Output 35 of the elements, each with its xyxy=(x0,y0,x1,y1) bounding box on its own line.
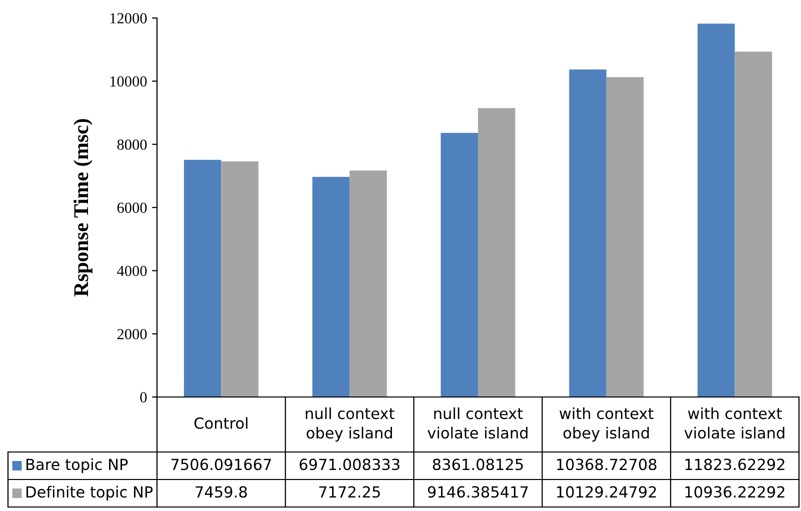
y-tick-label: 0 xyxy=(140,392,147,402)
data-label: 8361.08125 xyxy=(432,458,523,470)
data-label: 7459.8 xyxy=(196,486,247,498)
data-label: 11823.62292 xyxy=(685,458,784,470)
data-label: 7506.091667 xyxy=(171,458,271,470)
bar xyxy=(478,108,516,397)
bar xyxy=(698,24,735,397)
legend-label: Bare topic NP xyxy=(26,458,128,474)
y-tick-label: 10000 xyxy=(110,76,147,87)
y-tick-label: 12000 xyxy=(110,13,147,24)
x-tick-label: with context violate island xyxy=(684,407,784,439)
bar xyxy=(734,52,772,397)
bar xyxy=(569,70,606,397)
y-tick-label: 6000 xyxy=(117,202,147,213)
bar xyxy=(221,161,258,397)
data-label: 7172.25 xyxy=(319,486,380,498)
y-tick-label: 2000 xyxy=(117,328,147,340)
data-label: 10368.72708 xyxy=(557,458,656,470)
x-tick-label: null context violate island xyxy=(428,407,528,439)
bar xyxy=(350,170,387,397)
legend-label: Definite topic NP xyxy=(26,486,153,501)
data-label: 6971.008333 xyxy=(300,458,400,470)
bar xyxy=(440,132,478,397)
x-tick-label: Control xyxy=(194,417,248,429)
data-label: 9146.385417 xyxy=(428,486,528,498)
x-tick-label: with context obey island xyxy=(560,407,654,442)
data-label: 10129.24792 xyxy=(557,486,656,498)
bar xyxy=(184,160,222,397)
y-axis-title: Rsponse Time (msc) xyxy=(74,119,92,296)
x-tick-label: null context obey island xyxy=(306,407,394,442)
y-tick-label: 4000 xyxy=(117,266,147,276)
bar xyxy=(312,176,350,397)
data-label: 10936.22292 xyxy=(685,486,784,498)
y-tick-label: 8000 xyxy=(117,139,147,150)
bar xyxy=(606,77,644,397)
